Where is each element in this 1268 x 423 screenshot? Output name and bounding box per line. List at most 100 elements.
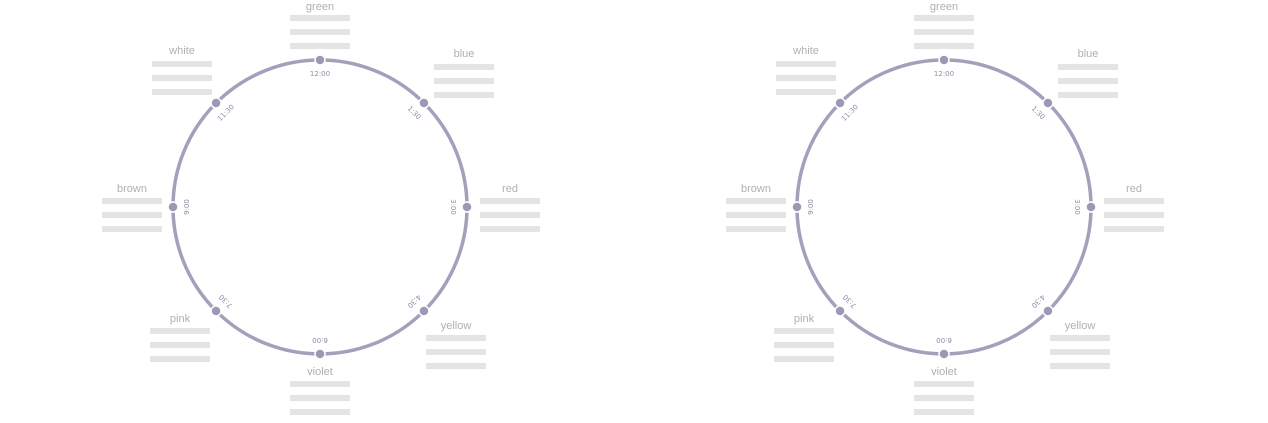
node-label-red: red — [502, 183, 518, 195]
placeholder-line — [774, 342, 834, 348]
placeholder-line — [102, 226, 162, 232]
node-dot-pink — [210, 305, 222, 317]
placeholder-text-lines — [150, 328, 210, 370]
node-label-green: green — [305, 1, 335, 13]
placeholder-line — [914, 395, 974, 401]
node-time-green: 12:00 — [934, 70, 954, 78]
placeholder-line — [1058, 78, 1118, 84]
placeholder-line — [914, 15, 974, 21]
placeholder-line — [150, 356, 210, 362]
placeholder-line — [102, 198, 162, 204]
placeholder-line — [152, 89, 212, 95]
placeholder-text-lines — [102, 198, 162, 240]
placeholder-line — [290, 43, 350, 49]
node-label-brown: brown — [741, 183, 771, 195]
placeholder-line — [152, 75, 212, 81]
node-label-blue: blue — [1077, 48, 1099, 60]
color-clock-diagram-left: 12:00 1:30 3:00 4:30 6:00 7:30 9:00 11:30 green b… — [0, 0, 634, 418]
node-time-brown: 9:00 — [807, 199, 815, 215]
placeholder-text-lines — [426, 335, 486, 377]
placeholder-line — [914, 409, 974, 415]
node-dot-brown — [167, 201, 179, 213]
node-time-red: 3:00 — [449, 199, 457, 215]
placeholder-line — [290, 381, 350, 387]
placeholder-text-lines — [914, 381, 974, 423]
placeholder-line — [480, 212, 540, 218]
node-label-white: white — [169, 45, 195, 57]
placeholder-text-lines — [776, 61, 836, 103]
node-time-green: 12:00 — [310, 70, 330, 78]
placeholder-line — [1050, 335, 1110, 341]
placeholder-text-lines — [290, 381, 350, 423]
placeholder-line — [434, 78, 494, 84]
placeholder-line — [1050, 363, 1110, 369]
node-dot-blue — [418, 97, 430, 109]
node-dot-brown — [791, 201, 803, 213]
node-time-red: 3:00 — [1073, 199, 1081, 215]
node-dot-red — [1085, 201, 1097, 213]
node-time-violet: 6:00 — [312, 336, 328, 344]
node-label-pink: pink — [793, 313, 815, 325]
node-label-violet: violet — [307, 366, 333, 378]
placeholder-line — [776, 89, 836, 95]
node-dot-white — [834, 97, 846, 109]
node-label-white: white — [793, 45, 819, 57]
node-label-green: green — [929, 1, 959, 13]
placeholder-line — [1104, 226, 1164, 232]
placeholder-line — [914, 43, 974, 49]
node-dot-pink — [834, 305, 846, 317]
placeholder-line — [914, 29, 974, 35]
node-dot-blue — [1042, 97, 1054, 109]
placeholder-text-lines — [1104, 198, 1164, 240]
placeholder-line — [1058, 92, 1118, 98]
placeholder-line — [290, 395, 350, 401]
node-dot-yellow — [1042, 305, 1054, 317]
node-time-violet: 6:00 — [936, 336, 952, 344]
placeholder-line — [914, 381, 974, 387]
node-dot-white — [210, 97, 222, 109]
placeholder-text-lines — [1058, 64, 1118, 106]
placeholder-text-lines — [1050, 335, 1110, 377]
placeholder-text-lines — [726, 198, 786, 240]
node-label-violet: violet — [931, 366, 957, 378]
color-clock-diagram-right: 12:00 1:30 3:00 4:30 6:00 7:30 9:00 11:30 green b… — [624, 0, 1258, 418]
placeholder-line — [426, 363, 486, 369]
placeholder-line — [150, 342, 210, 348]
placeholder-text-lines — [152, 61, 212, 103]
placeholder-line — [290, 15, 350, 21]
node-label-blue: blue — [453, 48, 475, 60]
placeholder-line — [434, 92, 494, 98]
placeholder-line — [1104, 198, 1164, 204]
placeholder-line — [1104, 212, 1164, 218]
placeholder-line — [1058, 64, 1118, 70]
node-label-yellow: yellow — [1064, 320, 1096, 332]
placeholder-text-lines — [774, 328, 834, 370]
node-dot-green — [314, 54, 326, 66]
node-label-yellow: yellow — [440, 320, 472, 332]
placeholder-line — [726, 226, 786, 232]
placeholder-text-lines — [434, 64, 494, 106]
placeholder-line — [426, 335, 486, 341]
placeholder-line — [102, 212, 162, 218]
placeholder-text-lines — [290, 15, 350, 57]
placeholder-line — [1050, 349, 1110, 355]
node-label-brown: brown — [117, 183, 147, 195]
placeholder-text-lines — [480, 198, 540, 240]
placeholder-line — [774, 356, 834, 362]
placeholder-line — [774, 328, 834, 334]
placeholder-line — [776, 75, 836, 81]
placeholder-line — [726, 212, 786, 218]
placeholder-line — [434, 64, 494, 70]
placeholder-line — [150, 328, 210, 334]
placeholder-line — [152, 61, 212, 67]
node-dot-red — [461, 201, 473, 213]
placeholder-line — [290, 409, 350, 415]
placeholder-line — [480, 198, 540, 204]
placeholder-line — [426, 349, 486, 355]
node-label-red: red — [1126, 183, 1142, 195]
node-time-brown: 9:00 — [183, 199, 191, 215]
node-dot-yellow — [418, 305, 430, 317]
node-dot-green — [938, 54, 950, 66]
